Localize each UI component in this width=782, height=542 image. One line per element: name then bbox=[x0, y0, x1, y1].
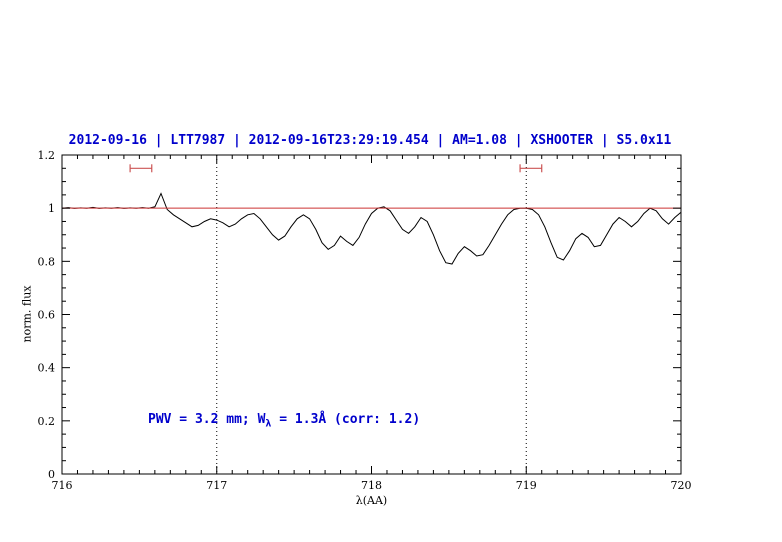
y-axis-label: norm. flux bbox=[20, 285, 34, 343]
chart-title: 2012-09-16 | LTT7987 | 2012-09-16T23:29:… bbox=[68, 133, 672, 148]
svg-text:719: 719 bbox=[516, 479, 537, 492]
svg-text:0: 0 bbox=[48, 468, 55, 481]
svg-text:718: 718 bbox=[361, 479, 382, 492]
svg-text:720: 720 bbox=[671, 479, 692, 492]
svg-text:1: 1 bbox=[48, 202, 55, 215]
svg-text:0.2: 0.2 bbox=[38, 415, 56, 428]
pwv-annotation-sub: λ bbox=[265, 418, 272, 430]
pwv-annotation-pre: PWV = 3.2 mm; W bbox=[148, 412, 266, 427]
svg-text:717: 717 bbox=[206, 479, 227, 492]
pwv-annotation-post: = 1.3Å (corr: 1.2) bbox=[271, 412, 421, 427]
x-axis-label: λ(AA) bbox=[355, 494, 388, 507]
svg-text:0.4: 0.4 bbox=[38, 362, 56, 375]
svg-text:0.6: 0.6 bbox=[38, 309, 56, 322]
svg-text:716: 716 bbox=[52, 479, 73, 492]
pwv-annotation: PWV = 3.2 mm; Wλ = 1.3Å (corr: 1.2) bbox=[148, 412, 420, 430]
svg-text:1.2: 1.2 bbox=[38, 149, 56, 162]
svg-text:0.8: 0.8 bbox=[38, 255, 56, 268]
